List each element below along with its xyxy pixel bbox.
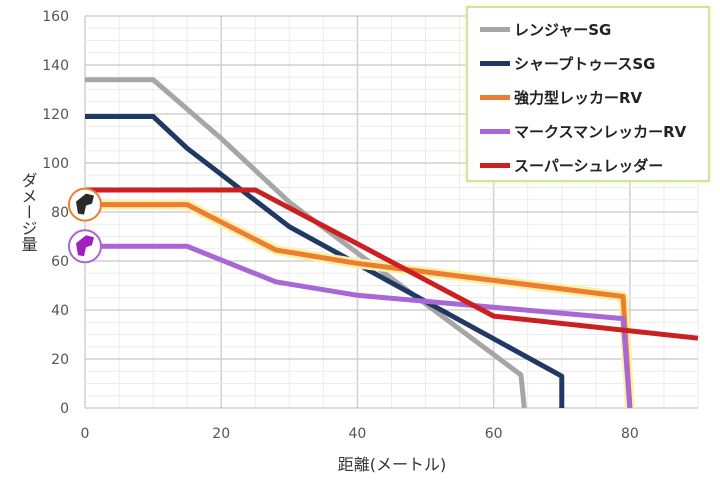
series-lines	[85, 77, 699, 409]
markers	[68, 187, 102, 264]
y-tick-label: 160	[42, 9, 69, 25]
y-tick-label: 60	[51, 254, 69, 270]
black-weapon-icon	[76, 193, 94, 215]
x-tick-label: 60	[485, 426, 503, 442]
legend: レンジャーSG シャープトゥースSG 強力型レッカーRV マークスマンレッカーRV スー…	[466, 6, 710, 182]
x-axis-label: 距離(メートル)	[338, 455, 447, 474]
legend-item: レンジャーSG	[480, 12, 708, 46]
x-tick-label: 80	[621, 426, 639, 442]
y-tick-label: 80	[51, 205, 69, 221]
y-tick-label: 140	[42, 58, 69, 74]
legend-label: 強力型レッカーRV	[514, 88, 643, 107]
y-tick-label: 120	[42, 107, 69, 123]
y-tick-label: 40	[51, 303, 69, 319]
y-tick-label: 0	[60, 401, 69, 417]
legend-item: マークスマンレッカーRV	[480, 114, 708, 148]
legend-swatch	[480, 162, 510, 168]
x-tick-label: 40	[349, 426, 367, 442]
y-axis-label: ダメージ量	[19, 172, 38, 252]
x-tick-label: 0	[81, 426, 90, 442]
series-line	[85, 77, 527, 409]
x-tick-label: 20	[212, 426, 230, 442]
legend-item: シャープトゥースSG	[480, 46, 708, 80]
legend-label: スーパーシュレッダー	[514, 156, 664, 175]
legend-swatch	[480, 60, 510, 66]
series-line	[85, 202, 633, 409]
tick-labels: 0 20 40 60 80 0 20 40 60 80 100 120 140 160	[42, 9, 639, 442]
y-tick-label: 20	[51, 352, 69, 368]
legend-swatch	[480, 26, 510, 32]
legend-label: マークスマンレッカーRV	[514, 122, 687, 141]
legend-label: シャープトゥースSG	[514, 54, 656, 73]
y-tick-label: 100	[42, 156, 69, 172]
series-line	[85, 243, 633, 409]
legend-item: スーパーシュレッダー	[480, 148, 708, 182]
legend-label: レンジャーSG	[514, 20, 612, 39]
legend-swatch	[480, 94, 510, 100]
series-line	[85, 187, 699, 341]
legend-swatch	[480, 128, 510, 134]
legend-item: 強力型レッカーRV	[480, 80, 708, 114]
purple-weapon-icon	[76, 235, 94, 257]
